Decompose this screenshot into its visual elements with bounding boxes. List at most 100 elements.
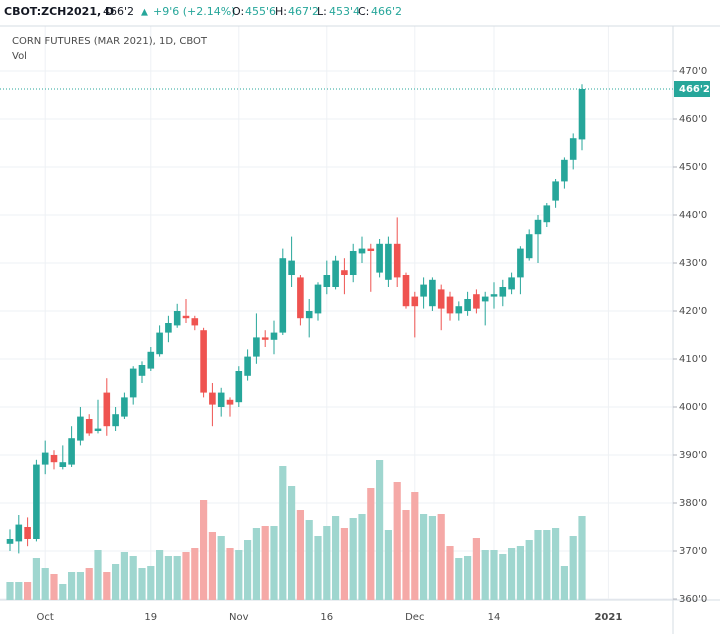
close-value: 466'2	[371, 5, 402, 18]
candle-body	[85, 418, 93, 434]
volume-bar	[288, 486, 296, 600]
volume-bar	[173, 556, 181, 600]
candle-body	[94, 428, 102, 431]
low-label: L:	[317, 5, 327, 18]
volume-bar	[384, 530, 392, 600]
candle-body	[156, 332, 163, 355]
y-tick-label: 360'0	[679, 594, 707, 605]
grid	[0, 26, 673, 600]
volume-bar	[428, 516, 436, 600]
chart-title: CORN FUTURES (MAR 2021), 1D, CBOT	[12, 36, 208, 47]
volume-bar	[103, 572, 111, 600]
volume-bar	[85, 568, 93, 600]
candle-body	[455, 306, 463, 314]
x-tick-label: 2021	[594, 612, 622, 623]
candle-body	[41, 452, 49, 465]
change: +9'6 (+2.14%)	[153, 5, 235, 18]
volume-bar	[358, 514, 366, 600]
volume-bar	[191, 548, 199, 600]
candle-body	[50, 454, 58, 463]
volume-bar	[270, 526, 278, 600]
candle-body	[473, 294, 480, 309]
volume-bar	[552, 528, 560, 600]
candle-body	[543, 205, 551, 223]
volume-bar	[296, 510, 304, 600]
candle-body	[68, 438, 75, 465]
candle-body	[217, 392, 225, 407]
candle-body	[358, 248, 366, 254]
close-label: C:	[358, 5, 369, 18]
candle-body	[253, 337, 260, 357]
candle-body	[121, 397, 128, 417]
candle-body	[437, 289, 445, 309]
volume-bar	[112, 564, 120, 600]
volume-bar	[59, 584, 67, 600]
candle-body	[6, 538, 14, 544]
volume-bar	[147, 566, 155, 600]
candle-body	[508, 277, 515, 290]
last-price-label: 466'2	[679, 84, 710, 95]
candle-body	[305, 311, 313, 319]
volume-bar	[332, 516, 340, 600]
volume-bar	[200, 500, 208, 600]
volume-bar	[411, 492, 419, 600]
change-arrow: ▲	[141, 8, 148, 18]
candle-body	[376, 243, 383, 273]
candle-body	[481, 296, 489, 302]
volume-bar	[516, 546, 524, 600]
candle-body	[138, 364, 146, 376]
candle-body	[129, 368, 137, 398]
volume-bar	[76, 572, 84, 600]
candle-body	[385, 243, 392, 280]
candle-body	[525, 234, 533, 259]
candle-body	[534, 219, 542, 235]
x-tick-label: 19	[144, 612, 157, 623]
volume-bar	[560, 566, 568, 600]
candle-body	[147, 351, 155, 369]
volume-bar	[41, 568, 49, 600]
candle-body	[341, 270, 348, 276]
y-tick-label: 440'0	[679, 210, 707, 221]
volume-bar	[402, 510, 410, 600]
candle-body	[288, 260, 295, 276]
volume-bar	[349, 518, 357, 600]
volume-bar	[314, 536, 322, 600]
volume-bar	[508, 548, 516, 600]
y-tick-label: 420'0	[679, 306, 707, 317]
volume-bar	[120, 552, 128, 600]
candle-body	[314, 284, 322, 314]
volume-bar	[534, 530, 542, 600]
y-tick-label: 400'0	[679, 402, 707, 413]
volume-bar	[305, 520, 313, 600]
volume-bar	[164, 556, 172, 600]
candle-body	[226, 399, 234, 405]
volume-bar	[455, 558, 463, 600]
candle-body	[429, 279, 436, 307]
volume-bar	[464, 556, 472, 600]
volume-bar	[244, 540, 252, 600]
candle-body	[297, 277, 304, 319]
y-tick-label: 430'0	[679, 258, 707, 269]
y-tick-label: 410'0	[679, 354, 707, 365]
volume-bar	[138, 568, 146, 600]
low-value: 453'4	[329, 5, 360, 18]
volume-bar	[367, 488, 375, 600]
candle-body	[15, 524, 23, 542]
candle-body	[561, 159, 568, 182]
volume-bar	[68, 572, 76, 600]
volume-bar	[569, 536, 577, 600]
candle-body	[349, 251, 357, 276]
volume-bar	[15, 582, 23, 600]
open-value: 455'6	[245, 5, 276, 18]
open-label: O:	[232, 5, 244, 18]
y-tick-label: 470'0	[679, 66, 707, 77]
candle-body	[552, 181, 559, 201]
last-price-badge	[674, 81, 710, 98]
volume-bar	[32, 558, 40, 600]
high-value: 467'2	[288, 5, 319, 18]
volume-bar	[472, 538, 480, 600]
candle-body	[490, 294, 498, 297]
header: CBOT:ZCH2021, D 466'2 ▲ +9'6 (+2.14%) O:…	[4, 5, 402, 18]
volume-bar	[490, 550, 498, 600]
